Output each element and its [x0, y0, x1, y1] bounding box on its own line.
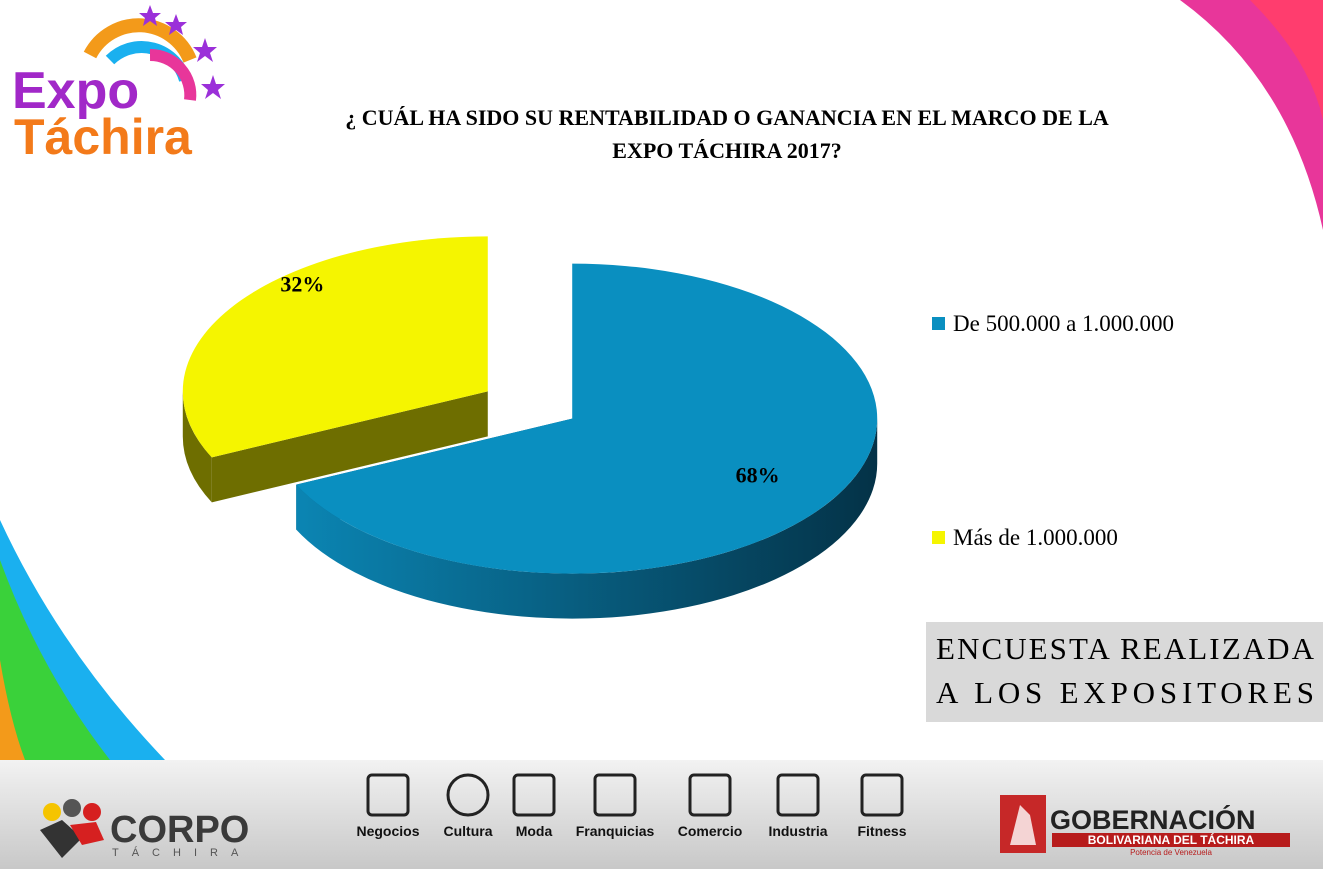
icon — [860, 773, 904, 817]
icon-label: Fitness — [857, 823, 906, 839]
gob-sub: BOLIVARIANA DEL TÁCHIRA — [1088, 832, 1255, 847]
slice-wall — [211, 391, 488, 503]
legend-swatch — [932, 317, 945, 330]
footer — [0, 760, 1323, 869]
decor — [0, 660, 25, 760]
slice — [296, 263, 878, 574]
icon — [446, 773, 490, 817]
slice-side — [296, 418, 878, 619]
icons: Negocios Cultura Moda Franquicias Comercio In… — [356, 773, 907, 839]
legend-label: De 500.000 a 1.000.000 — [953, 311, 1174, 336]
legend-label: Más de 1.000.000 — [953, 525, 1118, 550]
icon — [593, 773, 637, 817]
decor — [0, 560, 110, 760]
data-label: 68% — [736, 462, 780, 487]
decor — [1180, 0, 1323, 230]
chart-title: EXPO TÁCHIRA 2017? — [612, 138, 841, 163]
slice-side — [182, 391, 212, 503]
corpo-sub: TÁCHIRA — [112, 846, 251, 859]
logo-text: Expo — [12, 62, 139, 120]
data-label: 32% — [280, 272, 324, 297]
gob-tag: Potencia de Venezuela — [1130, 848, 1212, 857]
icon-label: Cultura — [444, 823, 493, 839]
logo: Expo Táchira — [12, 5, 225, 165]
icon-label: Industria — [768, 823, 827, 839]
decor — [1250, 0, 1323, 120]
icon-label: Franquicias — [576, 823, 655, 839]
corpo: CORPO — [110, 809, 249, 851]
icon — [776, 773, 820, 817]
legend-swatch — [932, 531, 945, 544]
icon — [512, 773, 556, 817]
icon-label: Comercio — [678, 823, 743, 839]
pie-chart: 68% 32% — [182, 236, 878, 619]
note: ENCUESTA REALIZADA — [936, 631, 1315, 666]
legend: De 500.000 a 1.000.000 Más de 1.000.000 — [932, 311, 1174, 550]
icon-label: Moda — [516, 823, 553, 839]
logo-text: Táchira — [14, 109, 193, 165]
slice — [182, 236, 488, 458]
icon-label: Negocios — [356, 823, 419, 839]
note-box — [926, 622, 1323, 722]
gob-logo: GOBERNACIÓN BOLIVARIANA DEL TÁCHIRA Pote… — [1000, 795, 1290, 857]
corpo-logo: CORPO TÁCHIRA — [40, 799, 251, 859]
icon — [366, 773, 410, 817]
note: A LOS EXPOSITORES — [936, 675, 1314, 710]
icon — [688, 773, 732, 817]
gob: GOBERNACIÓN — [1050, 804, 1256, 835]
chart-title: ¿ CUÁL HA SIDO SU RENTABILIDAD O GANANCI… — [345, 105, 1109, 130]
